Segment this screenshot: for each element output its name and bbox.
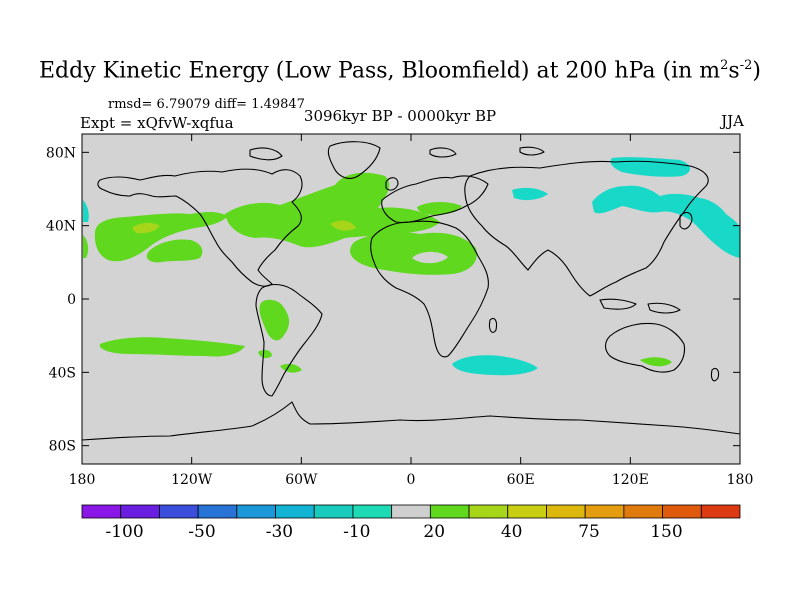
- lat-label: 40N: [46, 219, 76, 235]
- colorbar-swatch: [623, 504, 663, 519]
- colorbar-swatch: [120, 504, 160, 519]
- coastline-madagascar: [488, 317, 498, 333]
- colorbar-label: -10: [343, 522, 370, 542]
- chart-title: Eddy Kinetic Energy (Low Pass, Bloomfiel…: [39, 58, 761, 84]
- coastline-antarctica: [82, 401, 740, 441]
- axis-ticks: 80N 40N 0 40S 80S 180 120W 60W 0 60E 120E 180: [46, 134, 753, 488]
- coastline-asia: [464, 160, 709, 297]
- anomaly-region: [350, 232, 477, 275]
- colorbar-label: -50: [188, 522, 215, 542]
- lon-label: 120W: [171, 472, 213, 488]
- colorbar-swatch: [546, 504, 586, 519]
- coastline-south-america: [255, 283, 323, 397]
- anomaly-region: [280, 363, 302, 373]
- anomaly-region: [452, 355, 538, 376]
- colorbar-swatch: [313, 504, 354, 519]
- anomaly-region: [610, 157, 691, 177]
- anomaly-region: [259, 299, 290, 341]
- colorbar-label: -100: [105, 522, 143, 542]
- anomaly-region: [330, 220, 356, 231]
- coastline-australia: [604, 322, 686, 373]
- colorbar-swatch: [197, 504, 238, 519]
- colorbar-label: -30: [266, 522, 293, 542]
- anomaly-region: [132, 222, 160, 234]
- lat-label: 80N: [46, 145, 76, 161]
- coastline-africa: [370, 220, 489, 358]
- coastline-north-america: [97, 168, 303, 287]
- anomaly-region: [83, 235, 89, 258]
- coastline-uk: [385, 177, 399, 191]
- stats-text: rmsd= 6.79079 diff= 1.49847: [108, 97, 305, 112]
- colorbar-swatch: [429, 504, 470, 519]
- colorbar-swatch: [507, 504, 547, 519]
- colorbar-swatch: [159, 504, 199, 519]
- colorbar: -100 -50 -30 -10 20 40 75 150: [81, 504, 741, 542]
- lat-label: 80S: [49, 439, 76, 455]
- anomaly-region: [512, 187, 548, 201]
- coastline-indonesia: [599, 298, 637, 310]
- anomaly-region: [412, 251, 448, 264]
- colorbar-label: 75: [578, 522, 600, 542]
- colorbar-swatch: [700, 504, 741, 519]
- lon-label: 0: [407, 472, 416, 488]
- coastline-europe: [381, 175, 489, 224]
- anomaly-region: [640, 357, 672, 367]
- coastline-new-guinea: [647, 302, 681, 314]
- colorbar-swatch: [584, 504, 625, 519]
- lon-label: 60E: [507, 472, 535, 488]
- colorbar-swatch: [352, 504, 393, 519]
- coastline-arctic-islands: [249, 147, 283, 161]
- colorbar-swatch: [468, 504, 509, 519]
- lon-label: 60W: [285, 472, 318, 488]
- coastline-arctic-islands: [429, 147, 457, 158]
- coastline-japan: [679, 211, 693, 230]
- colorbar-swatch: [81, 504, 122, 519]
- coastline-greenland: [327, 141, 381, 179]
- colorbar-label: 20: [423, 522, 445, 542]
- lat-label: 0: [67, 292, 76, 308]
- colorbar-swatch: [236, 504, 276, 519]
- colorbar-label: 150: [650, 522, 682, 542]
- anomaly-fills: [83, 157, 740, 376]
- map-plot-area: [82, 134, 740, 464]
- anomaly-region: [270, 224, 292, 234]
- anomaly-region: [258, 349, 272, 359]
- colorbar-label: 40: [501, 522, 523, 542]
- coastline-new-zealand: [710, 367, 720, 382]
- lon-label: 180: [69, 472, 96, 488]
- colorbar-swatch: [391, 504, 431, 519]
- anomaly-region: [94, 212, 228, 262]
- anomaly-region: [146, 239, 203, 263]
- lon-label: 180: [727, 472, 754, 488]
- anomaly-region: [99, 337, 245, 357]
- season-label: JJA: [721, 112, 744, 130]
- anomaly-region: [592, 185, 740, 258]
- lon-label: 120E: [612, 472, 649, 488]
- map-background: [82, 134, 740, 464]
- colorbar-swatch: [662, 504, 702, 519]
- coastlines: [82, 141, 740, 441]
- experiment-label: Expt = xQfvW-xqfua: [80, 114, 234, 132]
- colorbar-swatch: [275, 504, 315, 519]
- anomaly-region: [83, 200, 89, 222]
- coastline-arctic-islands: [519, 146, 545, 156]
- lat-label: 40S: [49, 365, 76, 381]
- period-label: 3096kyr BP - 0000kyr BP: [303, 107, 497, 125]
